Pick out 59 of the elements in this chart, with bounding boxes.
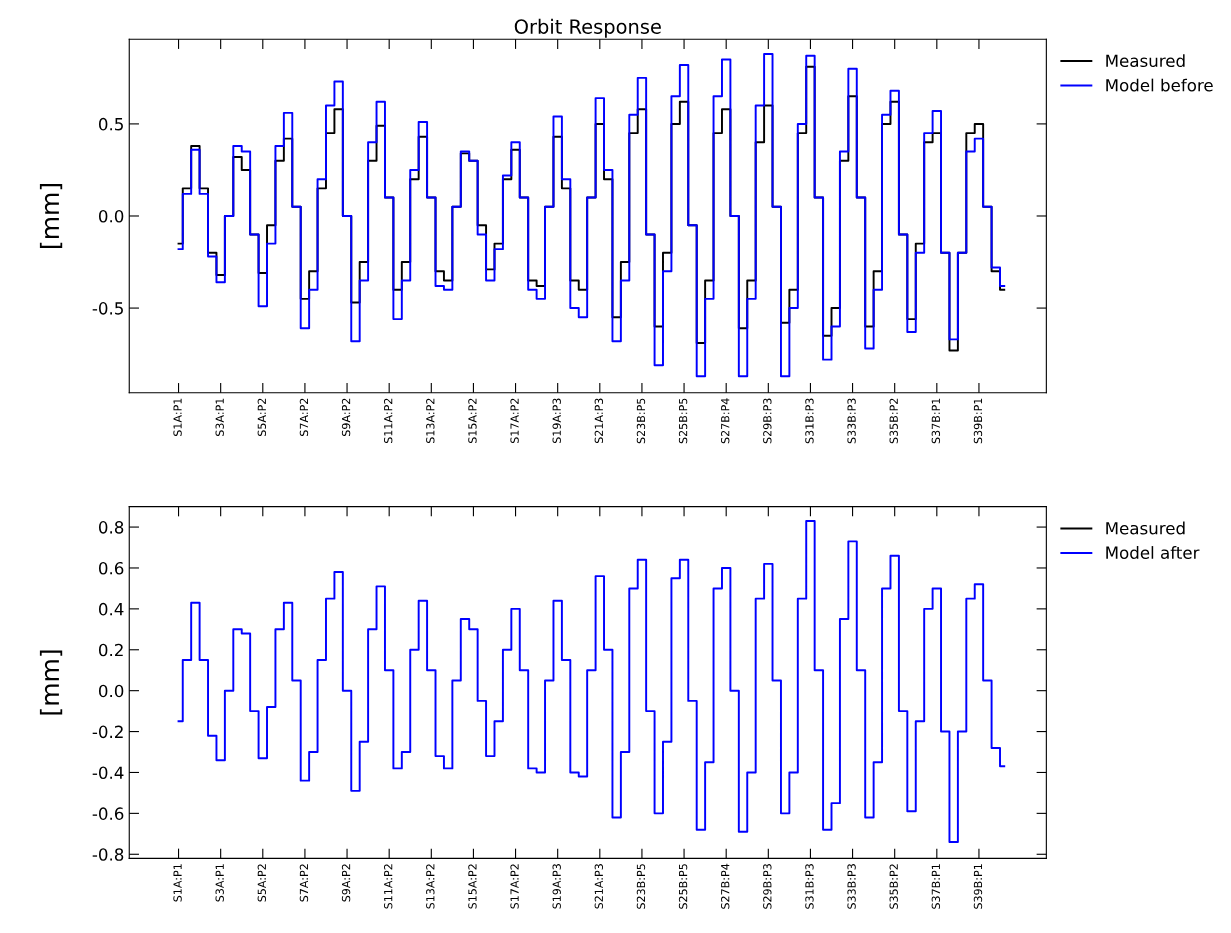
y-tick-label: 0.0 [98, 684, 124, 698]
x-tick-label: S23B:P5 [636, 398, 646, 444]
x-tick-label: S13A:P2 [426, 864, 435, 909]
x-tick-label: S27B:P4 [721, 863, 730, 909]
legend-label: Model before [1106, 78, 1213, 92]
y-tick-label: -0.4 [92, 766, 124, 780]
x-tick-label: S17A:P2 [510, 398, 519, 444]
x-tick-label: S37B:P1 [931, 398, 941, 444]
x-tick-label: S15A:P2 [468, 398, 477, 444]
x-tick-label: S1A:P1 [173, 864, 182, 902]
y-tick-label: -0.6 [92, 807, 124, 820]
x-tick-label: S5A:P2 [257, 864, 267, 902]
y-tick-label: 0.5 [98, 117, 123, 131]
y-axis-title: [mm] [39, 650, 63, 715]
x-tick-label: S11A:P2 [384, 398, 393, 444]
x-tick-label: S37B:P1 [931, 864, 941, 909]
x-tick-label: S35B:P2 [889, 398, 898, 444]
x-tick-label: S5A:P2 [257, 398, 267, 436]
y-tick-label: -0.8 [92, 848, 124, 861]
y-tick-label: -0.2 [92, 725, 123, 739]
x-tick-label: S9A:P2 [341, 398, 351, 436]
legend-label: Measured [1106, 521, 1185, 535]
x-tick-label: S31B:P3 [805, 864, 814, 909]
x-tick-label: S25B:P5 [678, 398, 688, 444]
x-tick-label: S33B:P3 [847, 864, 856, 909]
x-tick-label: S27B:P4 [721, 398, 730, 444]
y-tick-label: 0.2 [98, 643, 123, 657]
x-tick-label: S7A:P2 [299, 864, 309, 902]
x-tick-label: S19A:P3 [552, 864, 561, 909]
y-tick-label: -0.5 [92, 302, 123, 315]
x-tick-label: S29B:P3 [763, 864, 772, 909]
x-tick-label: S39B:P1 [973, 398, 983, 444]
x-tick-label: S11A:P2 [384, 864, 393, 909]
y-axis-title: [mm] [39, 184, 63, 248]
y-tick-label: 0.6 [98, 561, 124, 575]
x-tick-label: S3A:P1 [215, 398, 224, 436]
x-tick-label: S1A:P1 [173, 398, 182, 436]
x-tick-label: S31B:P3 [805, 398, 814, 444]
x-tick-label: S25B:P5 [678, 864, 688, 909]
chart-title: Orbit Response [514, 18, 661, 38]
x-tick-label: S39B:P1 [973, 864, 983, 909]
x-tick-label: S19A:P3 [552, 398, 561, 444]
x-tick-label: S21A:P3 [594, 398, 604, 444]
y-tick-label: 0.0 [98, 209, 124, 223]
x-tick-label: S13A:P2 [426, 398, 435, 444]
x-tick-label: S9A:P2 [341, 864, 351, 902]
x-tick-label: S17A:P2 [510, 864, 519, 909]
x-tick-label: S21A:P3 [594, 864, 604, 909]
x-tick-label: S29B:P3 [763, 398, 772, 444]
x-tick-label: S35B:P2 [889, 864, 898, 909]
x-tick-label: S23B:P5 [636, 864, 646, 909]
y-tick-label: 0.4 [98, 602, 124, 616]
y-tick-label: 0.8 [98, 521, 124, 534]
legend-label: Model after [1106, 546, 1200, 559]
x-tick-label: S3A:P1 [215, 864, 224, 902]
legend-label: Measured [1106, 54, 1185, 68]
x-tick-label: S15A:P2 [468, 864, 477, 909]
x-tick-label: S33B:P3 [847, 398, 856, 444]
x-tick-label: S7A:P2 [299, 398, 309, 436]
